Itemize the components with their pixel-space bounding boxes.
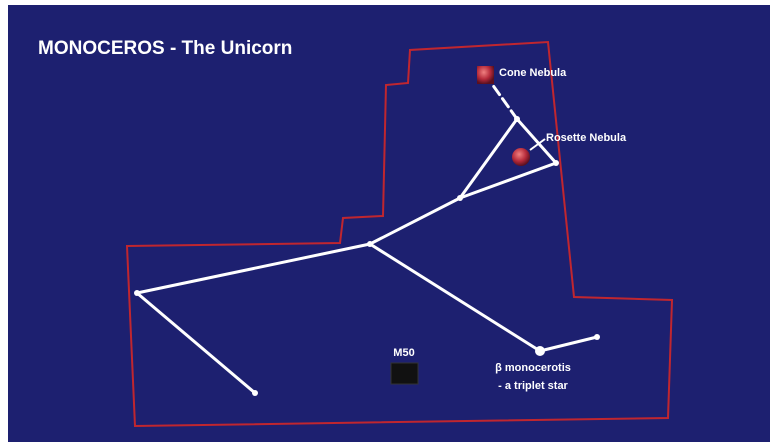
stars <box>134 116 600 396</box>
m50-icon <box>390 362 419 385</box>
cone-nebula-icon <box>477 66 494 84</box>
constellation-lines <box>135 82 599 395</box>
rosette-nebula-icon <box>512 148 530 166</box>
rosette-arrow <box>529 138 546 151</box>
rosette-label: Rosette Nebula <box>546 132 627 144</box>
constellation-boundary <box>125 40 674 428</box>
sky-background <box>8 5 770 442</box>
m50-label: M50 <box>393 347 414 359</box>
beta-note: - a triplet star <box>498 380 568 392</box>
cone-label: Cone Nebula <box>499 67 567 79</box>
title: MONOCEROS - The Unicorn <box>38 38 292 59</box>
beta-label: β monocerotis <box>495 362 571 374</box>
